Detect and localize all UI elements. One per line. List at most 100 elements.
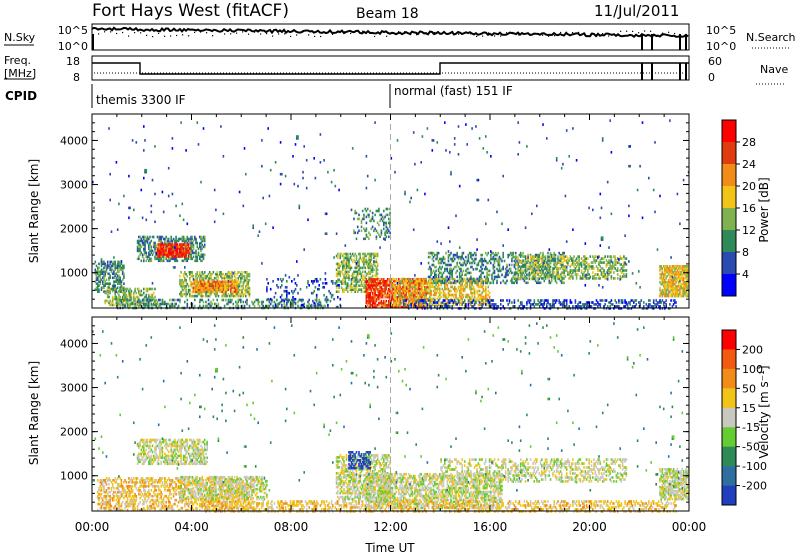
data-cell [436, 281, 439, 285]
data-cell [106, 272, 109, 276]
data-cell [130, 302, 133, 306]
data-cell [447, 253, 450, 257]
data-cell [266, 298, 268, 302]
data-cell [166, 259, 169, 263]
data-cell [200, 282, 202, 285]
data-cell [118, 280, 120, 283]
data-cell [528, 273, 531, 276]
data-cell [136, 245, 139, 249]
data-cell [161, 247, 164, 250]
data-cell [216, 298, 218, 302]
data-cell [200, 280, 202, 283]
data-cell [212, 271, 215, 274]
data-cell [437, 287, 440, 291]
data-cell [201, 284, 203, 287]
data-cell [483, 275, 486, 279]
data-cell [151, 235, 154, 239]
data-cell [164, 241, 166, 245]
data-cell [446, 283, 449, 287]
data-cell [411, 303, 414, 307]
data-cell [227, 300, 230, 304]
data-cell [144, 235, 146, 239]
data-cell [162, 249, 165, 252]
data-cell [410, 293, 412, 297]
data-cell [150, 295, 153, 299]
nsky-trace [91, 26, 689, 50]
nsearch-dot [578, 31, 580, 33]
data-cell [161, 253, 164, 256]
data-cell [104, 299, 106, 303]
data-cell [537, 255, 539, 258]
data-cell [245, 294, 247, 298]
data-cell [478, 301, 481, 304]
data-cell [491, 251, 493, 255]
data-cell [425, 277, 427, 281]
nsearch-dot [116, 32, 118, 35]
data-cell [522, 271, 524, 275]
data-cell [533, 267, 536, 271]
data-cell [192, 294, 195, 298]
data-cell [221, 284, 223, 287]
data-cell [152, 235, 155, 239]
data-cell [549, 251, 552, 255]
data-cell [114, 272, 116, 276]
nsearch-dot [356, 30, 358, 32]
data-cell [452, 293, 455, 297]
data-cell [238, 282, 241, 286]
nsearch-dot [290, 35, 292, 37]
data-cell [481, 259, 483, 263]
data-cell [460, 279, 462, 283]
data-cell [355, 266, 358, 270]
data-cell [345, 256, 348, 260]
data-cell [478, 303, 481, 307]
data-cell [411, 289, 414, 293]
data-cell [120, 268, 123, 272]
data-cell [202, 239, 205, 243]
data-cell [527, 281, 529, 285]
data-cell [376, 278, 379, 281]
nsearch-dot [254, 31, 256, 33]
data-cell [237, 300, 240, 304]
data-cell [166, 237, 169, 241]
data-cell [384, 291, 386, 295]
data-cell [102, 260, 104, 264]
data-cell [187, 243, 190, 246]
data-cell [496, 267, 498, 271]
data-cell [358, 258, 360, 262]
data-cell [376, 221, 379, 225]
data-cell [125, 293, 128, 297]
data-cell [381, 284, 384, 287]
data-cell [348, 278, 350, 282]
data-cell [456, 261, 458, 265]
data-cell [441, 259, 444, 263]
data-cell [111, 295, 114, 299]
data-cell [421, 285, 424, 289]
data-cell [208, 294, 211, 298]
data-cell [527, 267, 529, 271]
data-cell [94, 270, 97, 274]
data-cell [538, 265, 541, 268]
data-cell [385, 287, 388, 291]
data-cell [366, 207, 369, 211]
data-cell [106, 290, 109, 293]
data-cell [207, 302, 210, 306]
data-cell [391, 297, 394, 301]
data-cell [446, 285, 449, 289]
data-cell [202, 290, 205, 293]
data-cell [196, 286, 199, 289]
data-cell [233, 286, 236, 289]
data-cell [431, 283, 434, 287]
data-cell [450, 289, 452, 293]
data-cell [420, 280, 422, 283]
data-cell [375, 297, 378, 301]
data-cell [220, 280, 222, 284]
data-cell [407, 297, 410, 301]
data-cell [354, 260, 356, 264]
data-cell [197, 288, 200, 291]
data-cell [151, 249, 154, 253]
nsearch-dot [218, 30, 220, 32]
data-cell [344, 270, 347, 274]
data-cell [478, 293, 481, 297]
data-cell [481, 291, 483, 295]
data-cell [181, 294, 184, 298]
